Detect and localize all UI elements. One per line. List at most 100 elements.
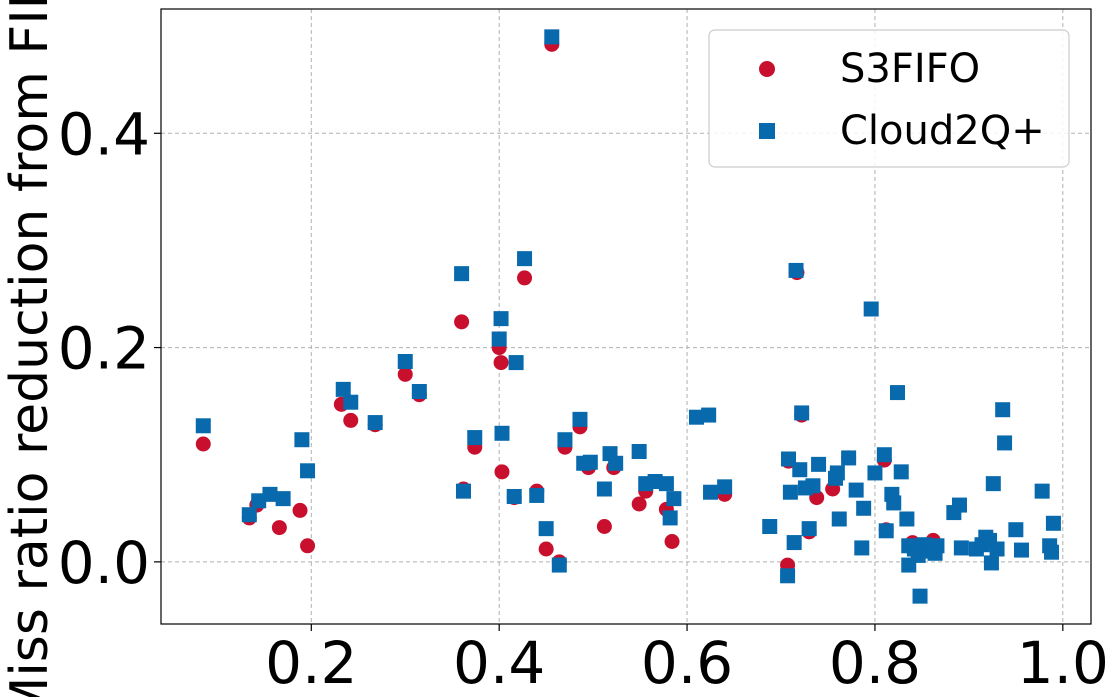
scatter-point [647, 474, 663, 489]
scatter-point [608, 455, 624, 471]
scatter-point [658, 476, 674, 492]
x-tick-label: 0.4 [453, 629, 545, 697]
scatter-point [631, 496, 647, 512]
scatter-point [854, 540, 870, 556]
scatter-point [1045, 515, 1061, 531]
plot-frame [160, 8, 1092, 625]
gridlines [161, 9, 1091, 624]
scatter-point [786, 535, 802, 551]
scatter-point [343, 412, 359, 428]
y-tick-labels: 0.0 0.2 0.4 [58, 100, 150, 597]
scatter-point [397, 354, 413, 369]
scatter-point [544, 29, 560, 45]
scatter-point [551, 557, 567, 573]
legend-label-cloud2q: Cloud2Q+ [840, 108, 1045, 154]
legend: S3FIFO Cloud2Q+ [708, 29, 1070, 168]
x-tick-label: 1.0 [1017, 629, 1109, 697]
x-tick-label: 0.2 [265, 629, 357, 697]
data-series [195, 29, 1061, 604]
scatter-point [782, 484, 798, 500]
scatter-point [788, 262, 804, 278]
scatter-point [805, 478, 821, 494]
scatter-point [195, 418, 211, 434]
scatter-point [912, 588, 928, 604]
scatter-point [863, 301, 879, 317]
y-tick-label: 0.2 [58, 315, 150, 383]
scatter-point [631, 444, 647, 459]
scatter-point [335, 381, 351, 397]
legend-marker-cloud2q [759, 123, 775, 139]
scatter-point [717, 479, 733, 495]
scatter-point [1013, 542, 1029, 558]
scatter-point [493, 311, 509, 327]
scatter-point [811, 456, 827, 472]
scatter-point [467, 430, 483, 446]
scatter-point [781, 451, 797, 467]
scatter-point [666, 491, 682, 507]
scatter-point [701, 407, 717, 423]
scatter-point [809, 490, 825, 506]
scatter-point [300, 463, 316, 479]
scatter-point [294, 432, 310, 448]
scatter-point [1008, 522, 1024, 538]
scatter-point [878, 523, 894, 539]
scatter-point [251, 493, 267, 509]
scatter-point [517, 270, 533, 286]
x-tick-label: 0.6 [641, 629, 733, 697]
scatter-point [889, 385, 905, 401]
legend-label-s3fifo: S3FIFO [840, 46, 980, 92]
scatter-point [848, 482, 864, 498]
series-cloud2q- [195, 29, 1061, 604]
scatter-point [367, 415, 383, 431]
scatter-point [195, 436, 211, 452]
scatter-point [491, 331, 507, 347]
axis-ticks [154, 132, 1064, 631]
scatter-point [893, 464, 909, 480]
scatter-point [494, 464, 510, 480]
scatter-point [596, 519, 612, 534]
scatter-point [529, 487, 545, 503]
scatter-point [1044, 544, 1060, 560]
scatter-point [841, 450, 857, 466]
scatter-point [506, 489, 522, 504]
scatter-point [829, 465, 845, 481]
scatter-point [397, 366, 413, 382]
scatter-point [951, 497, 967, 513]
scatter-point [899, 511, 915, 527]
scatter-point [538, 521, 554, 537]
scatter-point [856, 500, 872, 516]
scatter-point [538, 541, 554, 557]
scatter-point [292, 502, 308, 518]
scatter-point [664, 534, 680, 549]
scatter-point [780, 568, 796, 584]
y-axis-label: Miss ratio reduction from FIFO [0, 0, 60, 697]
scatter-point [831, 511, 847, 527]
scatter-point [271, 520, 287, 536]
scatter-point [1034, 483, 1050, 499]
scatter-point [801, 521, 817, 537]
scatter-point [572, 411, 588, 427]
scatter-point [262, 486, 278, 502]
scatter-point [983, 555, 999, 571]
scatter-point [455, 483, 471, 499]
scatter-point [929, 538, 945, 554]
scatter-point [688, 409, 704, 425]
x-tick-labels: 0.2 0.4 0.6 0.8 1.0 [265, 629, 1109, 697]
scatter-point [762, 519, 778, 534]
scatter-point [997, 435, 1013, 451]
scatter-point [703, 484, 719, 500]
scatter-point [557, 432, 573, 448]
scatter-point [241, 507, 257, 523]
scatter-point [867, 465, 883, 481]
legend-box [708, 29, 1070, 168]
scatter-point [792, 462, 808, 478]
legend-marker-s3fifo [759, 61, 775, 77]
scatter-point [886, 495, 902, 511]
scatter-point [876, 447, 892, 463]
scatter-point [454, 266, 470, 282]
scatter-point [596, 481, 612, 497]
scatter-point [508, 355, 524, 371]
scatter-point [343, 394, 359, 410]
scatter-point [953, 540, 969, 556]
scatter-point [995, 402, 1011, 418]
